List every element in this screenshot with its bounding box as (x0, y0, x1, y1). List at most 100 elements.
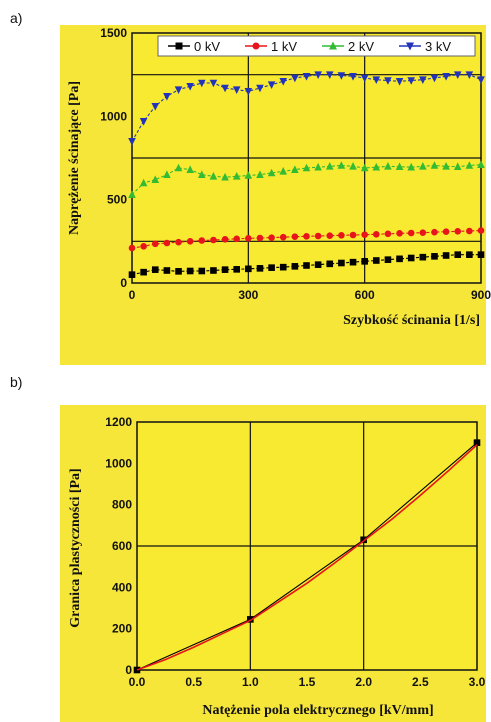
chart-0-point-0-kv (407, 254, 415, 262)
chart-b-grid (137, 422, 477, 670)
chart-0-point-1-kv (198, 237, 206, 244)
panel-b-label: b) (10, 374, 23, 390)
chart-0-point-2-kv (477, 160, 485, 168)
chart-0-xtick-label: 300 (238, 288, 258, 302)
chart-0-point-2-kv (360, 163, 369, 172)
chart-0-point-2-kv (151, 175, 160, 183)
chart-0-point-2-kv (267, 168, 276, 177)
chart-0-point-2-kv (198, 170, 206, 178)
chart-0-point-0-kv (268, 264, 275, 271)
chart-b-ticks: 0.0 0.5 1.0 1.5 2.0 2.5 3.0 0 200 400 600 800 1000 12… (105, 415, 485, 689)
chart-0-point-1-kv (384, 230, 392, 238)
chart-1-ytick-label: 600 (112, 539, 132, 553)
chart-0-ytick-label: 1500 (100, 26, 127, 40)
chart-0-point-2-kv (407, 162, 415, 171)
chart-0-point-3-kv (360, 74, 369, 83)
chart-0-point-0-kv (338, 259, 345, 267)
chart-0-point-2-kv (128, 190, 136, 198)
chart-0-point-0-kv (256, 265, 264, 272)
chart-0-point-3-kv (453, 71, 462, 79)
chart-0-point-0-kv (221, 266, 229, 273)
chart-0-point-3-kv (128, 138, 136, 146)
chart-0-point-3-kv (419, 76, 427, 84)
chart-0-point-3-kv (430, 74, 439, 83)
chart-0-point-2-kv (244, 171, 253, 179)
chart-0-point-2-kv (419, 162, 427, 170)
chart-0-point-0-kv (396, 255, 403, 263)
chart-1-ytick-label: 0 (125, 663, 132, 677)
chart-0-point-1-kv (442, 228, 450, 235)
chart-1-xtick-label: 2.5 (412, 675, 429, 689)
chart-1-xtick-label: 1.5 (299, 675, 316, 689)
chart-0-point-3-kv (256, 84, 264, 93)
chart-0-xtick-label: 900 (471, 288, 491, 302)
chart-0-point-1-kv (268, 234, 275, 241)
chart-0-point-1-kv (163, 239, 171, 247)
chart-0-point-1-kv (221, 236, 229, 243)
chart-1-point-series-0 (473, 439, 481, 446)
chart-0-point-0-kv (279, 263, 287, 271)
chart-0-point-2-kv (372, 162, 381, 171)
chart-1-line-series-0 (136, 442, 478, 671)
chart-0-point-3-kv (151, 103, 160, 111)
chart-0-point-1-kv (256, 234, 264, 242)
chart-0-point-0-kv (151, 266, 159, 273)
chart-0-point-1-kv (361, 231, 368, 238)
chart-0-point-1-kv (151, 240, 159, 248)
chart-0-point-0-kv (233, 266, 240, 273)
chart-0-point-2-kv (465, 161, 474, 169)
chart-0-point-3-kv (372, 76, 381, 84)
chart-0-point-0-kv (373, 257, 380, 264)
chart-0-point-3-kv (442, 73, 450, 81)
chart-0-point-1-kv (245, 235, 252, 242)
chart-0-point-2-kv (442, 162, 450, 170)
chart-0-point-0-kv (361, 258, 368, 265)
chart-0-point-2-kv (232, 172, 241, 180)
chart-1-ytick-label: 1200 (105, 415, 132, 429)
chart-0-point-2-kv (325, 162, 334, 170)
chart-b-series-group (133, 439, 481, 674)
chart-1-xtick-label: 1.0 (242, 675, 259, 689)
chart-0-point-1-kv (477, 227, 485, 234)
panel-a-label: a) (10, 10, 23, 26)
chart-0-point-2-kv (209, 172, 218, 180)
chart-0-point-3-kv (174, 86, 183, 94)
chart-0-point-2-kv (302, 163, 311, 172)
chart-1-xtick-label: 0.0 (129, 675, 146, 689)
chart-0-point-1-kv (128, 244, 136, 252)
chart-0-point-2-kv (337, 161, 346, 169)
chart-0-ytick-label: 0 (120, 276, 127, 290)
chart-0-point-0-kv (175, 268, 182, 275)
chart-0-point-3-kv (291, 74, 299, 83)
chart-0-point-0-kv (419, 253, 427, 261)
chart-0-point-2-kv (174, 163, 183, 172)
chart-0-point-0-kv (349, 258, 357, 266)
chart-0-point-3-kv (384, 77, 392, 85)
chart-b-xlabel: Natężenie pola elektrycznego [kV/mm] (202, 703, 433, 718)
chart-0-point-0-kv (314, 261, 322, 268)
chart-0-point-1-kv (373, 231, 380, 238)
chart-0-point-0-kv (198, 267, 206, 275)
chart-0-point-0-kv (291, 263, 299, 270)
chart-0-point-3-kv (407, 77, 415, 85)
chart-0-point-1-kv (349, 231, 357, 239)
chart-0-point-3-kv (477, 76, 485, 84)
chart-0-point-3-kv (325, 71, 334, 79)
chart-0-point-1-kv (175, 238, 182, 246)
chart-0-point-1-kv (303, 233, 310, 240)
legend-label-1: 1 kV (271, 39, 297, 54)
chart-0-point-3-kv (279, 78, 288, 86)
chart-1-point-series-0 (360, 536, 367, 544)
chart-0-point-2-kv (453, 162, 462, 170)
legend-label-3: 3 kV (425, 39, 451, 54)
chart-0-point-3-kv (267, 81, 276, 89)
chart-0-point-3-kv (349, 73, 357, 81)
chart-0-point-1-kv (140, 243, 147, 250)
chart-0-point-0-kv (466, 251, 473, 258)
chart-0-point-1-kv (233, 235, 240, 243)
chart-0-point-2-kv (256, 170, 264, 178)
chart-a-legend: 0 kV 1 kV 2 kV 3 kV (157, 35, 476, 57)
chart-0-point-1-kv (291, 233, 299, 240)
chart-0-point-3-kv (395, 78, 404, 86)
